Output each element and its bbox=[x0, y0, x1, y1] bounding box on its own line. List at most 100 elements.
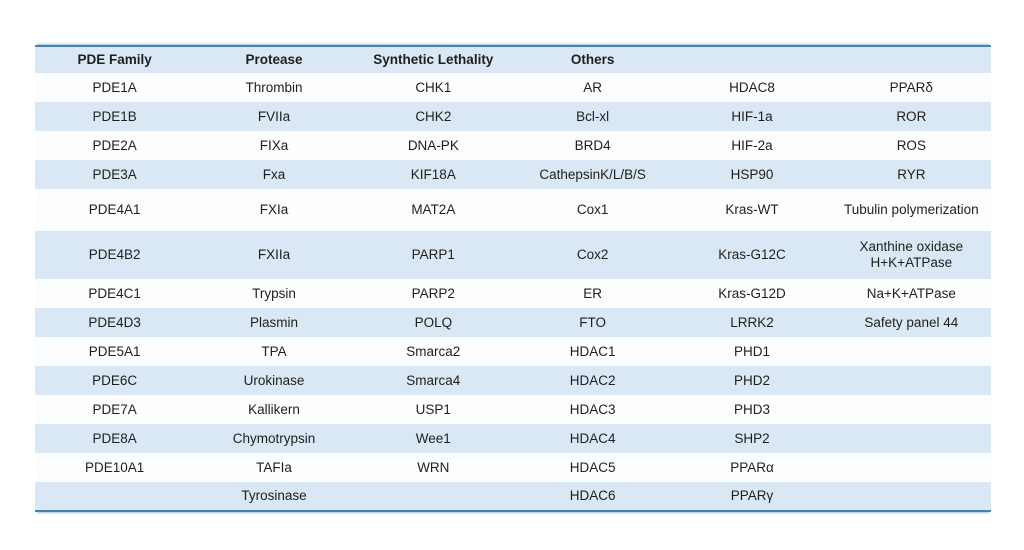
table-cell: PDE7A bbox=[92, 401, 137, 417]
table-cell: HDAC8 bbox=[729, 79, 775, 95]
table-cell: HSP90 bbox=[730, 166, 774, 182]
table-cell: PDE4A1 bbox=[88, 202, 141, 217]
table-cell: HIF-2a bbox=[731, 137, 773, 153]
table-cell: PDE10A1 bbox=[85, 459, 145, 475]
table-cell: PARP1 bbox=[411, 247, 455, 262]
table-cell: HDAC3 bbox=[569, 401, 616, 417]
table-cell bbox=[832, 424, 991, 453]
table-cell: CathepsinK/L/B/S bbox=[539, 166, 646, 182]
table-row: PDE6C Urokinase Smarca4 HDAC2 PHD2 bbox=[35, 366, 991, 395]
table-header: PDE Family Protease Synthetic Lethality Oth… bbox=[35, 46, 991, 73]
table-cell: TPA bbox=[261, 343, 287, 359]
table-cell: Tubulin polymerization bbox=[844, 202, 979, 217]
table-cell: CHK1 bbox=[415, 79, 452, 95]
table-cell: TAFIa bbox=[256, 459, 292, 475]
table-cell: PDE4C1 bbox=[88, 285, 141, 301]
table-cell: PDE6C bbox=[92, 372, 138, 388]
table-cell: FXIIa bbox=[257, 247, 291, 262]
table-cell: Kras-G12C bbox=[718, 247, 786, 262]
table-row: PDE4D3 Plasmin POLQ FTO LRRK2 Safety panel 44 bbox=[35, 308, 991, 337]
table-row: PDE4C1 Trypsin PARP2 ER Kras-G12D Na+K+ATPase bbox=[35, 279, 991, 308]
table-cell: ROR bbox=[896, 108, 927, 124]
table-cell: Urokinase bbox=[243, 372, 305, 388]
table-cell bbox=[832, 453, 991, 482]
table-cell: PDE3A bbox=[92, 166, 137, 182]
table-cell: Fxa bbox=[262, 166, 286, 182]
table-cell: Kras-WT bbox=[725, 202, 779, 217]
table-row: PDE5A1 TPA Smarca2 HDAC1 PHD1 bbox=[35, 337, 991, 366]
table-cell bbox=[832, 366, 991, 395]
table-cell: AR bbox=[583, 79, 603, 95]
table-cell bbox=[832, 482, 991, 511]
table-cell: PDE4D3 bbox=[88, 314, 141, 330]
table-cell: PHD1 bbox=[733, 343, 770, 359]
table-cell: FXIa bbox=[259, 202, 289, 217]
targets-table: PDE Family Protease Synthetic Lethality Oth… bbox=[35, 45, 991, 512]
table-cell: PDE2A bbox=[92, 137, 137, 153]
targets-table-container: PDE Family Protease Synthetic Lethality Oth… bbox=[35, 45, 991, 512]
table-cell: Cox2 bbox=[576, 247, 609, 262]
table-cell: Bcl-xl bbox=[576, 108, 610, 124]
table-cell: Smarca4 bbox=[406, 372, 461, 388]
table-cell: MAT2A bbox=[411, 202, 456, 217]
table-cell: Tyrosinase bbox=[241, 488, 307, 503]
table-row: PDE4A1 FXIa MAT2A Cox1 Kras-WT Tubulin polyme… bbox=[35, 189, 991, 231]
table-head-row: PDE Family Protease Synthetic Lethality Oth… bbox=[35, 46, 991, 73]
column-header bbox=[672, 46, 831, 73]
table-cell: PPARδ bbox=[889, 79, 933, 95]
table-cell: Kallikern bbox=[248, 401, 300, 417]
table-row: PDE3A Fxa KIF18A CathepsinK/L/B/S HSP90 RYR bbox=[35, 160, 991, 189]
table-row: PDE7A Kallikern USP1 HDAC3 PHD3 bbox=[35, 395, 991, 424]
table-cell: FIXa bbox=[259, 137, 289, 153]
table-cell bbox=[35, 482, 194, 511]
table-cell: Kras-G12D bbox=[718, 285, 786, 301]
table-cell: ROS bbox=[896, 137, 926, 153]
table-cell: PHD2 bbox=[733, 372, 770, 388]
table-cell: USP1 bbox=[415, 401, 451, 417]
table-row: PDE2A FIXa DNA-PK BRD4 HIF-2a ROS bbox=[35, 131, 991, 160]
table-row: PDE8A Chymotrypsin Wee1 HDAC4 SHP2 bbox=[35, 424, 991, 453]
table-row: Tyrosinase HDAC6 PPARγ bbox=[35, 482, 991, 511]
table-cell: ER bbox=[583, 285, 603, 301]
column-header: PDE Family bbox=[77, 52, 152, 67]
table-cell: Wee1 bbox=[415, 430, 451, 446]
column-header bbox=[832, 46, 991, 73]
table-cell: PDE1A bbox=[92, 79, 137, 95]
table-cell: HDAC2 bbox=[569, 372, 616, 388]
table-cell: HDAC5 bbox=[569, 459, 616, 475]
table-cell: HDAC4 bbox=[569, 430, 616, 446]
table-cell: PPARγ bbox=[730, 488, 774, 503]
table-cell: Chymotrypsin bbox=[232, 430, 316, 446]
table-cell: PHD3 bbox=[733, 401, 770, 417]
table-cell: HDAC1 bbox=[569, 343, 616, 359]
table-cell: Cox1 bbox=[576, 202, 609, 217]
table-row: PDE1A Thrombin CHK1 AR HDAC8 PPARδ bbox=[35, 73, 991, 102]
table-body: PDE1A Thrombin CHK1 AR HDAC8 PPARδ PDE1B FVIIa C… bbox=[35, 73, 991, 511]
table-cell: Xanthine oxidase H+K+ATPase bbox=[859, 239, 964, 270]
table-cell: Na+K+ATPase bbox=[866, 285, 956, 301]
table-cell: HIF-1a bbox=[731, 108, 773, 124]
table-cell: SHP2 bbox=[734, 430, 770, 446]
table-cell bbox=[354, 482, 513, 511]
table-cell: Plasmin bbox=[249, 314, 298, 330]
table-row: PDE4B2 FXIIa PARP1 Cox2 Kras-G12C Xanthine ox… bbox=[35, 231, 991, 279]
column-header: Others bbox=[570, 52, 615, 67]
table-cell: PPARα bbox=[730, 459, 774, 475]
table-cell: Smarca2 bbox=[406, 343, 461, 359]
table-cell: PDE1B bbox=[92, 108, 137, 124]
column-header: Protease bbox=[245, 52, 303, 67]
table-cell bbox=[832, 395, 991, 424]
table-cell: FTO bbox=[579, 314, 607, 330]
table-cell: LRRK2 bbox=[730, 314, 774, 330]
table-cell: POLQ bbox=[414, 314, 453, 330]
table-row: PDE10A1 TAFIa WRN HDAC5 PPARα bbox=[35, 453, 991, 482]
column-header: Synthetic Lethality bbox=[373, 52, 494, 67]
table-cell: Trypsin bbox=[252, 285, 296, 301]
table-cell: WRN bbox=[417, 459, 450, 475]
table-cell bbox=[832, 337, 991, 366]
table-cell: CHK2 bbox=[415, 108, 452, 124]
table-cell: DNA-PK bbox=[407, 137, 459, 153]
table-cell: BRD4 bbox=[574, 137, 611, 153]
table-row: PDE1B FVIIa CHK2 Bcl-xl HIF-1a ROR bbox=[35, 102, 991, 131]
